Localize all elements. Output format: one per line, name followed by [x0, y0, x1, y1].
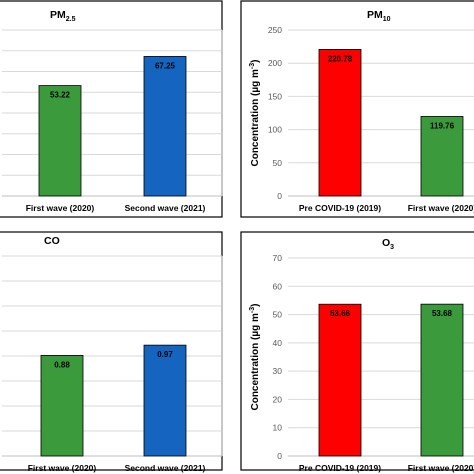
data-label: 53.22	[50, 91, 71, 100]
y-tick-label: 0	[277, 451, 282, 461]
bar-2	[143, 344, 187, 457]
category-label: Pre COVID-19 (2019)	[299, 463, 381, 473]
bar-1	[318, 303, 362, 457]
y-tick-label: 250	[268, 25, 282, 35]
chart-panel-1: PM2.5 53.22 First wave (2020) 67.25 Second w…	[0, 0, 223, 218]
y-tick-label: 200	[268, 58, 282, 68]
chart-title: PM10	[367, 9, 391, 23]
data-label: 53.68	[432, 309, 453, 318]
bar-2	[420, 116, 464, 197]
category-label: Pre COVID-19 (2019)	[299, 203, 381, 213]
category-label: First wave (2020)	[408, 463, 474, 473]
y-tick-label: 150	[268, 91, 282, 101]
y-axis-title: Concentration (µg m-3)	[249, 59, 261, 166]
y-tick-label: 0	[277, 191, 282, 201]
y-tick-label: 60	[273, 281, 283, 291]
category-label: Second wave (2021)	[125, 463, 206, 473]
category-label: First wave (2020)	[28, 463, 97, 473]
category-label: Second wave (2021)	[125, 203, 206, 213]
bar-1	[40, 355, 84, 457]
chart-title: CO	[44, 235, 60, 247]
chart-panel-3: CO 0.88 First wave (2020) 0.97 Second wave (…	[0, 231, 223, 473]
panel-border	[0, 0, 223, 218]
data-label: 0.88	[54, 360, 70, 369]
data-label: 119.76	[430, 121, 455, 130]
data-label: 220.78	[328, 54, 353, 63]
panel-border	[240, 231, 474, 471]
y-tick-label: 30	[273, 366, 283, 376]
y-tick-label: 40	[273, 338, 283, 348]
y-tick-label: 10	[273, 423, 283, 433]
y-tick-label: 70	[273, 253, 283, 263]
chart-panel-2: 0 50 100 150 200 250 Concentration (µg m-3) PM1…	[240, 0, 474, 218]
bar-2	[143, 56, 187, 197]
category-label: First wave (2020)	[26, 203, 95, 213]
y-tick-label: 20	[273, 394, 283, 404]
data-label: 67.25	[155, 61, 176, 70]
category-label: First wave (2020)	[408, 203, 474, 213]
bar-1	[38, 85, 82, 197]
chart-title: O3	[382, 237, 394, 251]
data-label: 53.66	[330, 309, 351, 318]
y-axis-title: Concentration (µg m-3)	[249, 303, 261, 410]
panel-border	[0, 231, 223, 471]
y-tick-label: 100	[268, 125, 282, 135]
chart-title: PM2.5	[50, 9, 76, 23]
y-tick-label: 50	[273, 310, 283, 320]
bar-1	[318, 49, 362, 197]
chart-panel-4: 0 10 20 30 40 50 60 70 Concentration (µg m-3) O3 5…	[240, 231, 474, 473]
y-tick-label: 50	[273, 158, 283, 168]
bar-2	[420, 303, 464, 457]
data-label: 0.97	[157, 350, 173, 359]
panel-border	[240, 0, 474, 218]
